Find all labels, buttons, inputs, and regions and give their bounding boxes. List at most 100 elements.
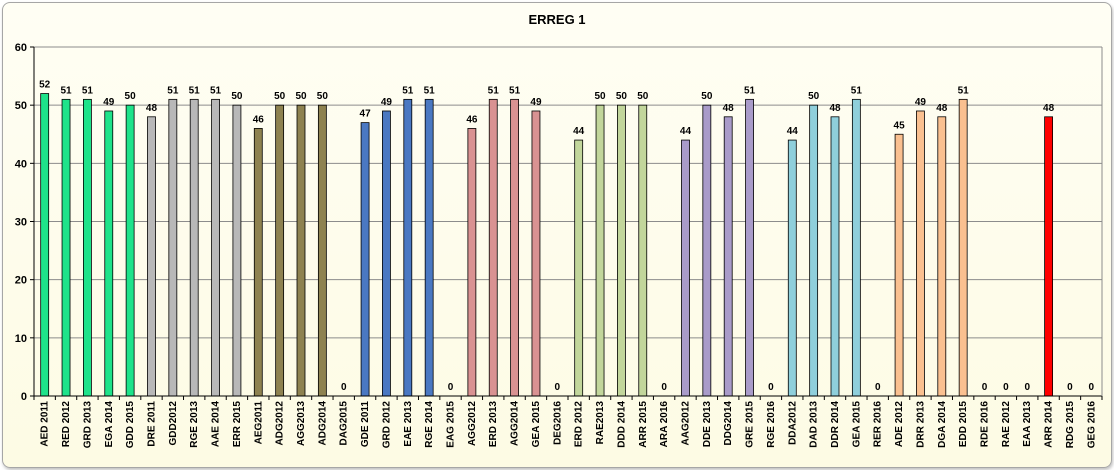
bar <box>702 104 712 397</box>
bar <box>574 139 584 397</box>
data-labels: 52 51 51 49 50 48 51 51 51 50 46 50 50 50 0 47 49 51 51 0 46… <box>39 80 1094 393</box>
x-tick-label: RGE 2016 <box>766 401 777 448</box>
bar <box>937 116 947 397</box>
x-tick-label: EAA 2013 <box>1022 401 1033 447</box>
x-tick-label: EDD 2015 <box>958 401 969 448</box>
data-label: 51 <box>424 85 436 96</box>
x-tick-label: DDE 2013 <box>702 401 713 448</box>
x-tick-label: DDR 2014 <box>830 401 841 448</box>
x-tick-label: GEG 2016 <box>1086 401 1097 449</box>
x-tick-label: GDE 2011 <box>360 401 371 448</box>
x-tick-label: GRE 2015 <box>745 401 756 448</box>
bar <box>232 104 242 397</box>
y-tick-label: 40 <box>15 158 27 170</box>
data-label: 0 <box>768 382 774 393</box>
bar <box>638 104 648 397</box>
data-label: 0 <box>1089 382 1095 393</box>
x-tick-label: DAD 2013 <box>809 401 820 448</box>
x-tick-label: ERD 2013 <box>488 401 499 448</box>
x-tick-label: RDE 2016 <box>980 401 991 448</box>
data-label: 48 <box>829 103 841 114</box>
bar <box>382 110 391 397</box>
x-tick-label: AGG2012 <box>467 401 478 446</box>
data-label: 51 <box>210 85 222 96</box>
x-tick-label: RAE 2012 <box>1001 401 1012 448</box>
bar <box>424 98 434 397</box>
x-tick-label: ADE 2012 <box>894 401 905 448</box>
bar <box>830 116 840 397</box>
data-label: 0 <box>555 382 561 393</box>
x-tick-label: ADG2012 <box>275 401 286 446</box>
data-label: 49 <box>103 97 115 108</box>
x-tick-label: AGG2014 <box>510 401 521 446</box>
bar <box>809 104 819 397</box>
y-tick-label: 50 <box>15 100 27 112</box>
x-tick-label: AED 2011 <box>40 401 51 447</box>
y-tick-label: 60 <box>15 42 27 54</box>
data-label: 52 <box>39 80 51 91</box>
x-tick-label: AEG2011 <box>253 401 264 445</box>
x-tick-label: GDD2012 <box>168 401 179 446</box>
data-label: 51 <box>189 85 201 96</box>
bar <box>61 98 71 397</box>
bar <box>40 93 50 397</box>
data-label: 46 <box>466 114 478 125</box>
bar <box>403 98 413 397</box>
data-label: 48 <box>146 103 158 114</box>
data-label: 50 <box>616 91 628 102</box>
data-label: 0 <box>1067 382 1073 393</box>
x-tick-label: ERD 2012 <box>574 401 585 448</box>
data-label: 51 <box>488 85 500 96</box>
x-tick-label: ERR 2015 <box>232 401 243 448</box>
bar <box>958 98 968 397</box>
bar <box>488 98 498 397</box>
bar <box>253 128 263 397</box>
bar <box>147 116 156 397</box>
chart-title: ERREG 1 <box>528 12 585 27</box>
y-tick-label: 10 <box>15 333 27 345</box>
x-tick-label: ARR 2014 <box>1044 401 1055 448</box>
bar <box>851 98 861 397</box>
x-tick-label: DGA 2014 <box>937 401 948 448</box>
bar <box>617 104 626 397</box>
bar <box>916 110 925 397</box>
x-tick-label: RGE 2014 <box>424 401 435 448</box>
data-label: 44 <box>573 126 585 137</box>
data-label: 50 <box>317 91 329 102</box>
x-tick-label: AAG2012 <box>680 401 691 446</box>
x-tick-label: DAG2015 <box>339 401 350 446</box>
y-tick-label: 30 <box>15 217 27 229</box>
bar <box>83 98 92 397</box>
bar <box>894 133 904 397</box>
data-label: 50 <box>637 91 649 102</box>
data-label: 0 <box>1024 382 1030 393</box>
bar <box>787 139 797 397</box>
data-label: 51 <box>744 85 756 96</box>
x-tick-label: DDD 2014 <box>616 401 627 448</box>
data-label: 45 <box>894 120 906 131</box>
data-label: 50 <box>274 91 286 102</box>
data-label: 0 <box>1003 382 1009 393</box>
data-label: 0 <box>982 382 988 393</box>
data-label: 48 <box>1043 103 1055 114</box>
data-label: 51 <box>851 85 863 96</box>
bar <box>531 110 541 397</box>
bar <box>467 128 477 397</box>
data-label: 0 <box>448 382 454 393</box>
data-label: 48 <box>723 103 735 114</box>
bar <box>125 104 135 397</box>
x-tick-label: EAE 2013 <box>403 401 414 447</box>
bar <box>211 98 220 397</box>
x-tick-label: GEA 2015 <box>531 401 542 448</box>
data-label: 44 <box>680 126 692 137</box>
x-tick-label: EAG 2015 <box>446 401 457 448</box>
bar <box>510 98 520 397</box>
x-tick-label: ARA 2016 <box>659 401 670 448</box>
data-label: 47 <box>360 109 372 120</box>
data-label: 49 <box>530 97 542 108</box>
x-tick-label: AAE 2014 <box>211 401 222 448</box>
data-label: 50 <box>231 91 243 102</box>
x-tick-label: EGA 2014 <box>104 401 115 448</box>
data-label: 0 <box>341 382 347 393</box>
